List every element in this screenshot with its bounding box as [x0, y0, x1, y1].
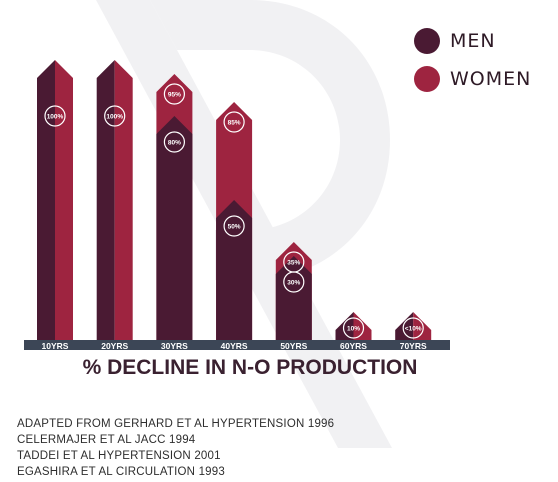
bars-layer: 100% 100% 95% 80% 85% 50% 35% 30% 10% <10%: [37, 60, 432, 340]
men-data-label: 100%: [106, 114, 123, 121]
women-data-label: 35%: [287, 260, 300, 267]
men-data-label: 30%: [287, 280, 300, 287]
legend-item-women: WOMEN: [414, 64, 531, 94]
men-data-label-ring: [163, 131, 185, 153]
women-data-label-ring: [163, 83, 185, 105]
legend-swatch-women: [414, 66, 440, 92]
x-tick-label: 60YRS: [340, 341, 367, 351]
men-data-label-ring: [283, 271, 305, 293]
men-bar: [275, 256, 312, 340]
women-data-label-ring: [223, 111, 245, 133]
legend: MEN WOMEN: [414, 26, 531, 102]
men-data-label-ring: [342, 317, 365, 339]
men-bar: [216, 200, 253, 340]
men-data-label: 50%: [228, 224, 241, 231]
men-data-label-ring: [402, 317, 424, 339]
x-tick-label: 30YRS: [161, 341, 188, 351]
reference-line: ADAPTED FROM GERHARD ET AL HYPERTENSION …: [17, 418, 335, 430]
x-tick-label: 70YRS: [400, 341, 427, 351]
men-bar: [156, 116, 193, 340]
reference-line: CELERMAJER ET AL JACC 1994: [17, 434, 196, 446]
men-bar: [37, 60, 55, 340]
men-data-label: 10%: [347, 326, 360, 333]
references: ADAPTED FROM GERHARD ET AL HYPERTENSION …: [17, 416, 334, 480]
women-data-label: 95%: [168, 92, 181, 99]
x-tick-label: 20YRS: [101, 341, 128, 351]
x-tick-label: 40YRS: [221, 341, 248, 351]
reference-line: TADDEI ET AL HYPERTENSION 2001: [17, 450, 221, 462]
men-bar: [96, 60, 115, 340]
x-tick-label: 50YRS: [280, 341, 307, 351]
legend-label-women: WOMEN: [450, 68, 532, 90]
x-tick-label: 10YRS: [42, 341, 69, 351]
reference-line: EGASHIRA ET AL CIRCULATION 1993: [17, 466, 225, 478]
men-data-label: 100%: [47, 114, 64, 121]
women-data-label: 85%: [228, 120, 241, 127]
legend-label-men: MEN: [450, 30, 496, 52]
chart-title: % DECLINE IN N-O PRODUCTION: [82, 356, 418, 379]
legend-item-men: MEN: [414, 26, 531, 56]
men-data-label-ring: [104, 105, 126, 127]
men-data-label: <10%: [405, 326, 422, 333]
x-tick-labels: 10YRS 20YRS 30YRS 40YRS 50YRS 60YRS 70YRS: [42, 341, 427, 351]
women-bar: [114, 60, 133, 340]
x-axis-bar: [24, 340, 450, 350]
women-bar: [55, 60, 73, 340]
legend-swatch-men: [414, 28, 440, 54]
men-data-label-ring: [223, 215, 245, 237]
men-data-label-ring: [44, 105, 66, 127]
men-data-label: 80%: [168, 140, 181, 147]
